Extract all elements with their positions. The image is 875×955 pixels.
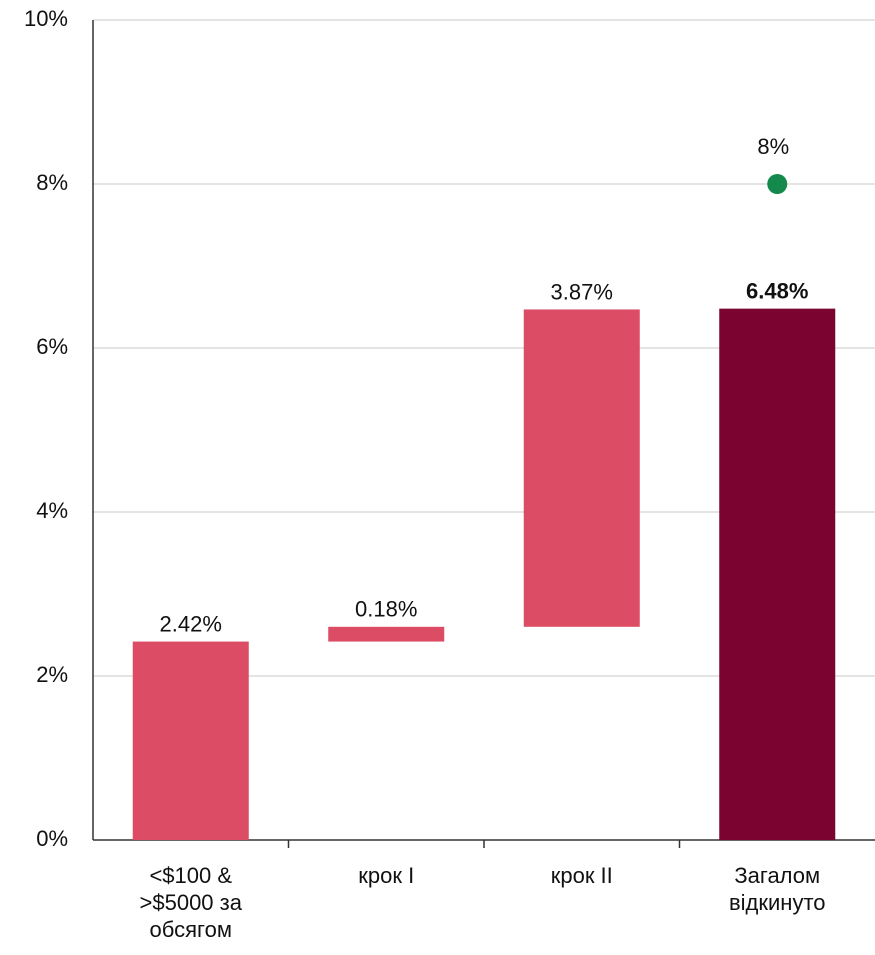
- y-tick-label: 2%: [36, 662, 68, 687]
- x-tick-label: <$100 & >$5000 за обсягом: [139, 863, 242, 942]
- value-label: 2.42%: [160, 611, 222, 636]
- value-label: 0.18%: [355, 597, 417, 622]
- bar: [132, 641, 249, 840]
- y-tick-label: 10%: [24, 6, 68, 31]
- bar: [523, 309, 640, 627]
- x-tick-label: Загалом відкинуто: [728, 863, 826, 915]
- x-tick-label: крок II: [550, 863, 613, 888]
- target-label: 8%: [757, 134, 789, 159]
- value-label: 3.87%: [551, 279, 613, 304]
- y-tick-label: 8%: [36, 170, 68, 195]
- x-tick-label: крок I: [358, 863, 415, 888]
- bar: [328, 626, 445, 642]
- target-marker: [767, 174, 788, 194]
- y-tick-label: 4%: [36, 498, 68, 523]
- value-label: 6.48%: [746, 278, 808, 303]
- y-tick-label: 0%: [36, 826, 68, 851]
- bar: [719, 308, 836, 840]
- y-tick-label: 6%: [36, 334, 68, 359]
